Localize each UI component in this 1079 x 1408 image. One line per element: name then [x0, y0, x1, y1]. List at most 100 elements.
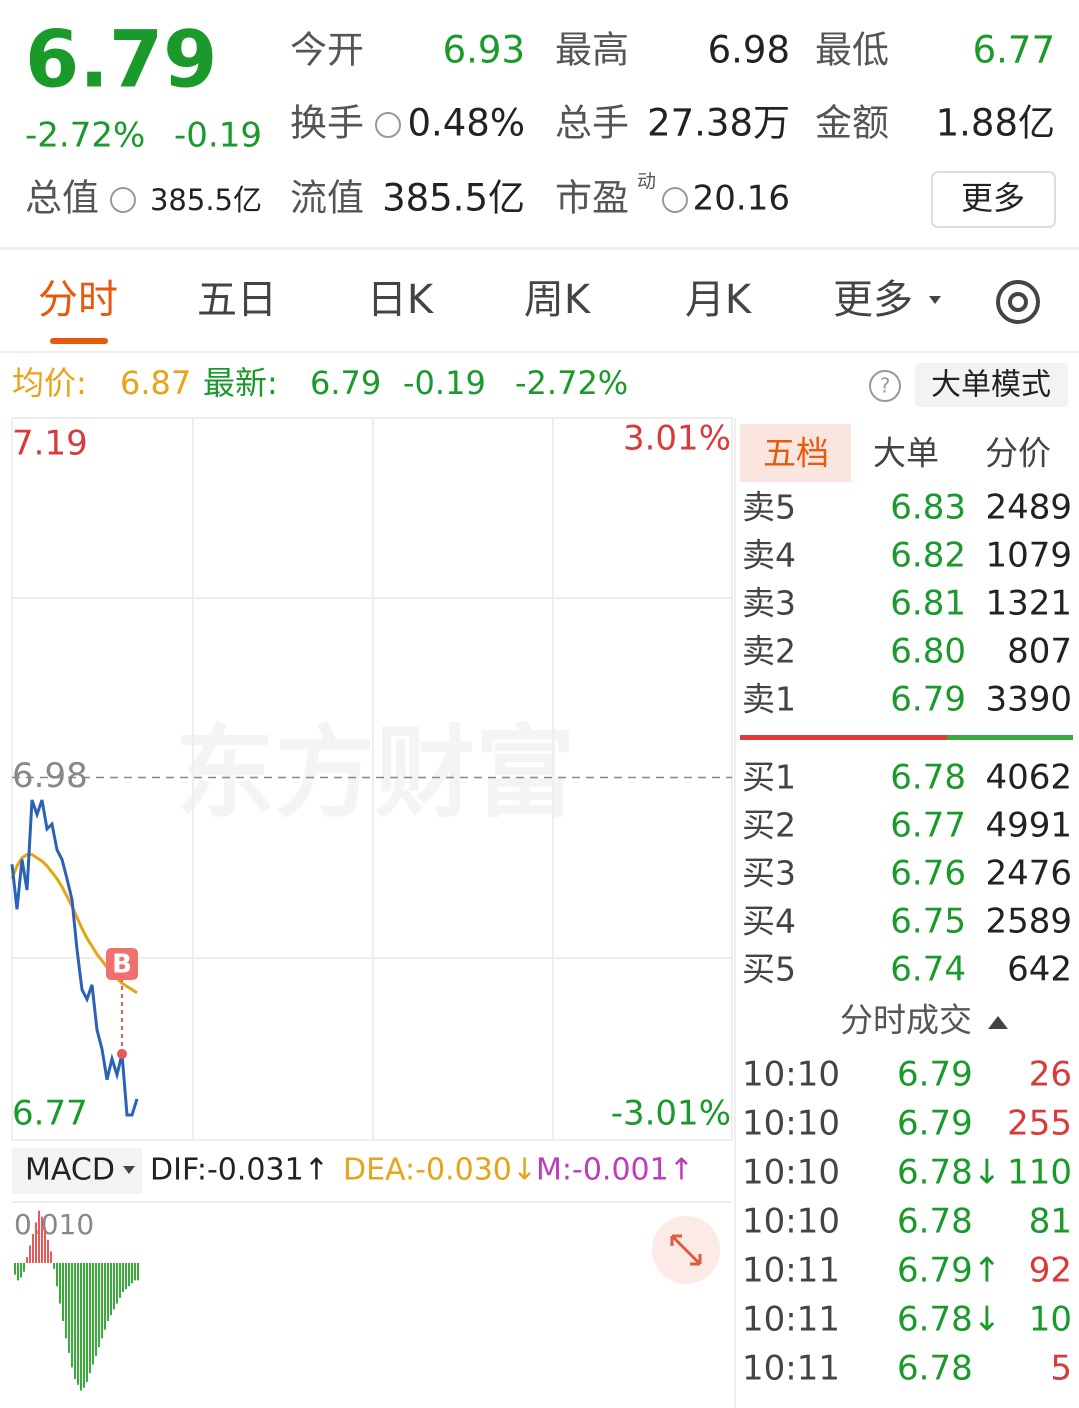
macd-bar [98, 1263, 100, 1348]
book-tab[interactable]: 大单 [873, 434, 939, 473]
divider [0, 247, 1079, 250]
trades-title[interactable]: 分时成交 [840, 1001, 972, 1040]
book-label: 买3 [742, 854, 796, 893]
book-label: 卖2 [742, 632, 796, 671]
latest-change: -0.19 [403, 364, 486, 402]
macd-tick-label: 0.010 [14, 1208, 94, 1241]
macd-bar [38, 1210, 40, 1263]
macd-bar [44, 1228, 46, 1263]
book-price: 6.78 [890, 758, 966, 798]
macd-bar [59, 1263, 61, 1304]
trade-price: 6.79 [897, 1104, 973, 1144]
macd-bar [134, 1263, 136, 1281]
macd-bar [32, 1234, 34, 1263]
info-icon[interactable] [375, 112, 401, 138]
latest-value: 6.79 [310, 364, 381, 402]
trade-volume: 110 [1007, 1153, 1072, 1193]
tab[interactable]: 月K [685, 277, 753, 323]
tab[interactable]: 更多 [833, 277, 913, 323]
macd-bar [50, 1251, 52, 1263]
macd-bar [56, 1263, 58, 1287]
book-volume: 4991 [985, 806, 1072, 846]
field-label: 换手 [290, 102, 364, 145]
macd-bar [128, 1263, 130, 1287]
macd-bar [23, 1263, 25, 1272]
trade-price: 6.79 [897, 1055, 973, 1095]
tab-underline [50, 338, 108, 344]
book-tab[interactable]: 分价 [985, 434, 1051, 473]
buy-marker-label: B [112, 950, 132, 980]
field-label: 今开 [290, 29, 364, 72]
more-button-label[interactable]: 更多 [961, 179, 1025, 217]
info-icon[interactable] [110, 187, 136, 213]
value: 385.5亿 [150, 183, 262, 217]
macd-bar [14, 1263, 16, 1275]
tab[interactable]: 五日 [197, 277, 277, 323]
tab[interactable]: 周K [524, 277, 592, 323]
book-label: 卖1 [742, 680, 796, 719]
latest-change-pct: -2.72% [515, 364, 628, 402]
y-tick-label: 6.77 [12, 1094, 88, 1134]
tab[interactable]: 日K [367, 277, 435, 323]
book-price: 6.79 [890, 680, 966, 720]
macd-bar [80, 1263, 82, 1391]
y-tick-label: 6.98 [12, 756, 88, 796]
book-volume: 2589 [985, 902, 1072, 942]
trade-price: 6.78↓ [897, 1300, 1001, 1340]
label: 总值 [25, 177, 99, 220]
dea: DEA:-0.030↓ [343, 1153, 537, 1188]
trade-time: 10:11 [742, 1251, 840, 1291]
ask-bar [740, 735, 947, 740]
macd-label[interactable]: MACD [25, 1153, 115, 1188]
trade-volume: 81 [1029, 1202, 1072, 1242]
tab[interactable]: 分时 [38, 277, 118, 323]
macd-bar [20, 1263, 22, 1278]
trade-time: 10:10 [742, 1202, 840, 1242]
book-label: 卖3 [742, 584, 796, 623]
trade-price: 6.78 [897, 1202, 973, 1242]
macd-bar [86, 1263, 88, 1382]
macd-selector[interactable] [12, 1148, 142, 1194]
trade-time: 10:10 [742, 1104, 840, 1144]
book-label: 买5 [742, 950, 796, 989]
mode-button[interactable] [915, 363, 1068, 407]
field-value: 0.48% [407, 102, 525, 145]
book-price: 6.77 [890, 806, 966, 846]
trade-volume: 26 [1029, 1055, 1072, 1095]
macd-bar [35, 1222, 37, 1263]
expand-button[interactable] [652, 1216, 720, 1284]
macd-bar [116, 1263, 118, 1304]
info-icon[interactable] [662, 187, 688, 213]
help-icon[interactable]: ? [869, 370, 901, 402]
book-label: 买4 [742, 902, 796, 941]
field-value: 1.88亿 [936, 102, 1055, 145]
book-volume: 2476 [985, 854, 1072, 894]
macd-bar [104, 1263, 106, 1330]
trade-price: 6.78↓ [897, 1153, 1001, 1193]
macd-bar [68, 1263, 70, 1353]
trade-time: 10:10 [742, 1055, 840, 1095]
book-tab[interactable]: 五档 [763, 434, 829, 473]
more-button[interactable] [931, 171, 1056, 228]
macd-bar [110, 1263, 112, 1316]
change: -0.19 [174, 116, 262, 156]
macd-bar [131, 1263, 133, 1284]
marker-dot [117, 1048, 127, 1059]
macd-bar [26, 1257, 28, 1263]
macd-bar [47, 1239, 49, 1263]
macd-bar [119, 1263, 121, 1298]
settings-icon[interactable] [996, 280, 1040, 324]
macd-bar [122, 1263, 124, 1292]
field-label: 总手 [555, 102, 629, 145]
macd-bar [65, 1263, 67, 1339]
mode-button-label[interactable]: 大单模式 [931, 368, 1051, 403]
svg-text:?: ? [880, 374, 891, 398]
book-volume: 1321 [985, 584, 1072, 624]
latest-label: 最新: [203, 364, 278, 402]
book-label: 卖4 [742, 536, 796, 575]
book-volume: 807 [1007, 632, 1072, 672]
book-price: 6.76 [890, 854, 966, 894]
field-label: 最高 [555, 29, 629, 72]
field-label: 金额 [815, 102, 889, 145]
